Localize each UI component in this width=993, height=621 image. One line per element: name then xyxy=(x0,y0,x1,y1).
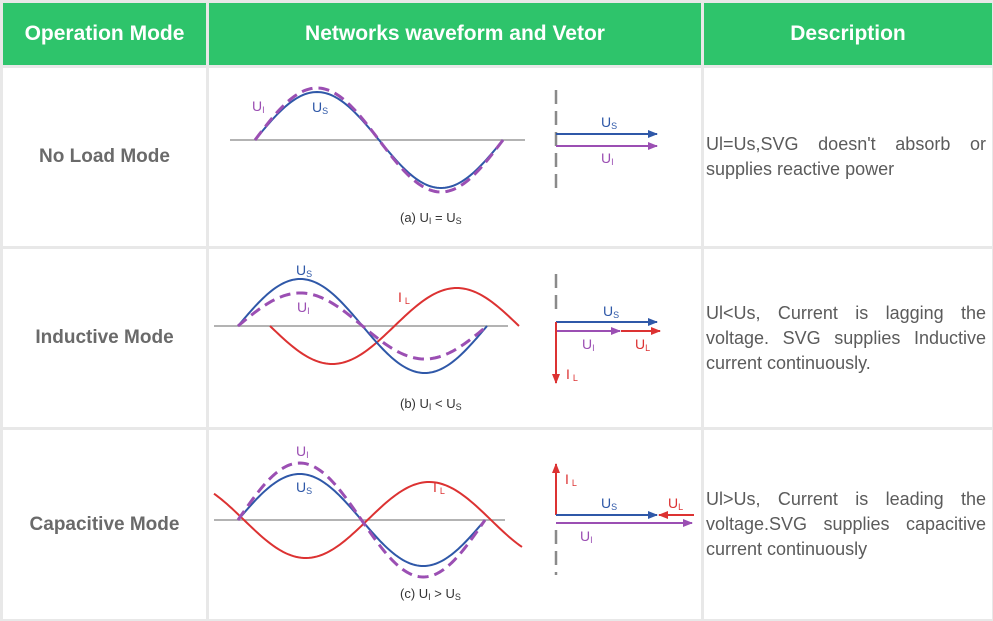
us-vector-label: US xyxy=(603,303,619,320)
us-vector-label: US xyxy=(601,114,617,131)
il-wave xyxy=(269,286,520,366)
description-no-load: Ul=Us,SVG doesn't absorb or supplies rea… xyxy=(704,68,992,246)
ul-l-vector-label: UL xyxy=(668,495,683,512)
ul-l-vector-label: UL xyxy=(635,336,650,353)
caption-c: (c) UI > US xyxy=(400,586,461,602)
mode-inductive: Inductive Mode xyxy=(3,249,206,427)
header-operation-mode: Operation Mode xyxy=(3,3,206,65)
description-text: Ul=Us,SVG doesn't absorb or supplies rea… xyxy=(706,134,986,179)
us-vector-label: US xyxy=(601,495,617,512)
ul-vector-label: UI xyxy=(601,150,614,167)
header-description: Description xyxy=(704,3,992,65)
description-inductive: Ul<Us, Current is lagging the voltage. S… xyxy=(704,249,992,427)
ul-wave xyxy=(237,291,488,361)
ul-vector-label: UI xyxy=(580,528,593,545)
mode-no-load: No Load Mode xyxy=(3,68,206,246)
us-wave-label: US xyxy=(296,262,312,279)
ul-wave-label: UI xyxy=(252,98,265,115)
ul-wave-label: UI xyxy=(297,299,310,316)
waveform-cell-capacitive xyxy=(209,430,701,619)
description-text: Ul>Us, Current is leading the voltage.SV… xyxy=(706,489,986,559)
header-waveform-vector: Networks waveform and Vetor xyxy=(209,3,701,65)
us-wave-label: US xyxy=(312,99,328,116)
waveform-cell-inductive xyxy=(209,249,701,427)
caption-b: (b) UI < US xyxy=(400,396,462,412)
vector-no-load: US UI xyxy=(554,90,658,195)
il-wave xyxy=(213,480,523,559)
waveform-no-load: UI US (a) UI = US xyxy=(230,86,525,226)
us-wave xyxy=(254,90,504,190)
ul-wave-label: UI xyxy=(296,443,309,460)
description-capacitive: Ul>Us, Current is leading the voltage.SV… xyxy=(704,430,992,619)
mode-capacitive: Capacitive Mode xyxy=(3,430,206,619)
ul-vector-label: UI xyxy=(582,336,595,353)
description-text: Ul<Us, Current is lagging the voltage. S… xyxy=(706,302,986,373)
caption-a: (a) UI = US xyxy=(400,210,462,226)
ul-wave xyxy=(236,461,487,579)
us-wave-label: US xyxy=(296,479,312,496)
ul-wave xyxy=(253,86,505,194)
